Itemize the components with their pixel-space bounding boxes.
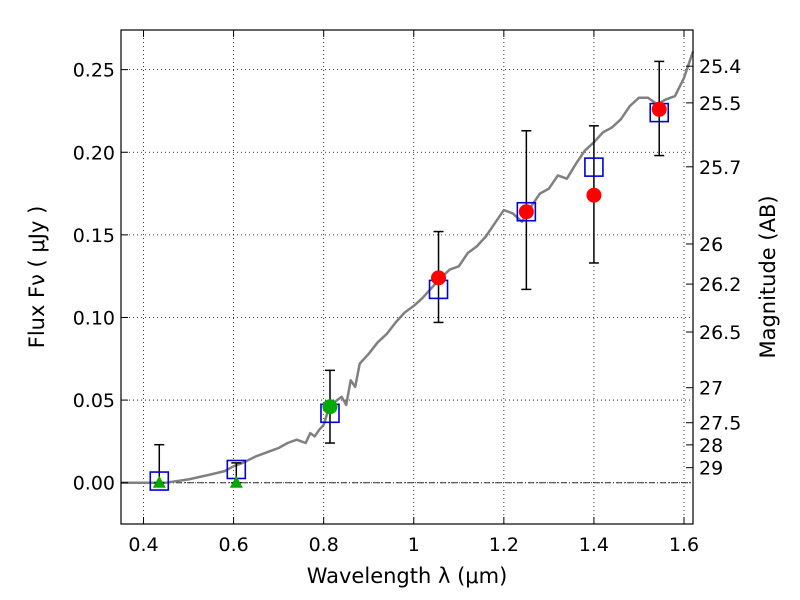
x-tick-label: 1.2 <box>489 534 519 556</box>
x-tick-label: 1.4 <box>579 534 609 556</box>
y-axis-right-label: Magnitude (AB) <box>756 195 780 358</box>
square-marker <box>149 471 170 491</box>
y-tick-label: 0.00 <box>73 473 115 495</box>
triangle-marker <box>152 475 166 488</box>
y-tick-label: 0.25 <box>73 60 115 82</box>
triangle-marker <box>229 475 243 488</box>
square-marker <box>584 157 604 177</box>
right-tick-label: 26.5 <box>699 322 741 344</box>
right-tick-label: 25.5 <box>699 93 741 115</box>
model-spectrum-line <box>121 51 695 484</box>
circle-marker <box>586 187 602 203</box>
x-tick-label: 0.4 <box>128 534 158 556</box>
plot-background <box>121 30 693 524</box>
x-tick-label: 1.6 <box>669 534 699 556</box>
x-axis-label: Wavelength λ (μm) <box>307 564 508 588</box>
right-tick-label: 26.2 <box>699 274 741 296</box>
y-tick-label: 0.15 <box>73 225 115 247</box>
square-marker <box>516 201 537 222</box>
right-tick-label: 26 <box>699 234 723 256</box>
right-tick-label: 27 <box>699 378 723 400</box>
model-spectrum-layer <box>121 51 695 484</box>
x-tick-label: 1 <box>408 534 420 556</box>
right-tick-label: 25.7 <box>699 157 741 179</box>
right-tick-label: 27.5 <box>699 413 741 435</box>
x-tick-label: 0.8 <box>309 534 339 556</box>
y-tick-label: 0.05 <box>73 390 115 412</box>
y-tick-label: 0.10 <box>73 307 115 329</box>
ticks <box>121 30 693 524</box>
right-tick-label: 28 <box>699 435 723 457</box>
plot-frame <box>120 29 694 525</box>
right-tick-label: 25.4 <box>699 56 741 78</box>
markers <box>149 101 670 491</box>
circle-marker <box>431 270 447 286</box>
y-tick-label: 0.20 <box>73 142 115 164</box>
y-axis-label: Flux Fν ( μJy ) <box>25 206 49 349</box>
tick-labels: 0.4 0.6 0.8 1 1.2 1.4 1.6 0.00 0.05 0.10 0.15 0.20 0… <box>73 56 742 556</box>
circle-marker <box>322 399 338 415</box>
circle-marker <box>518 204 534 220</box>
right-tick-label: 29 <box>699 458 723 480</box>
x-tick-label: 0.6 <box>218 534 248 556</box>
circle-marker <box>651 101 667 117</box>
